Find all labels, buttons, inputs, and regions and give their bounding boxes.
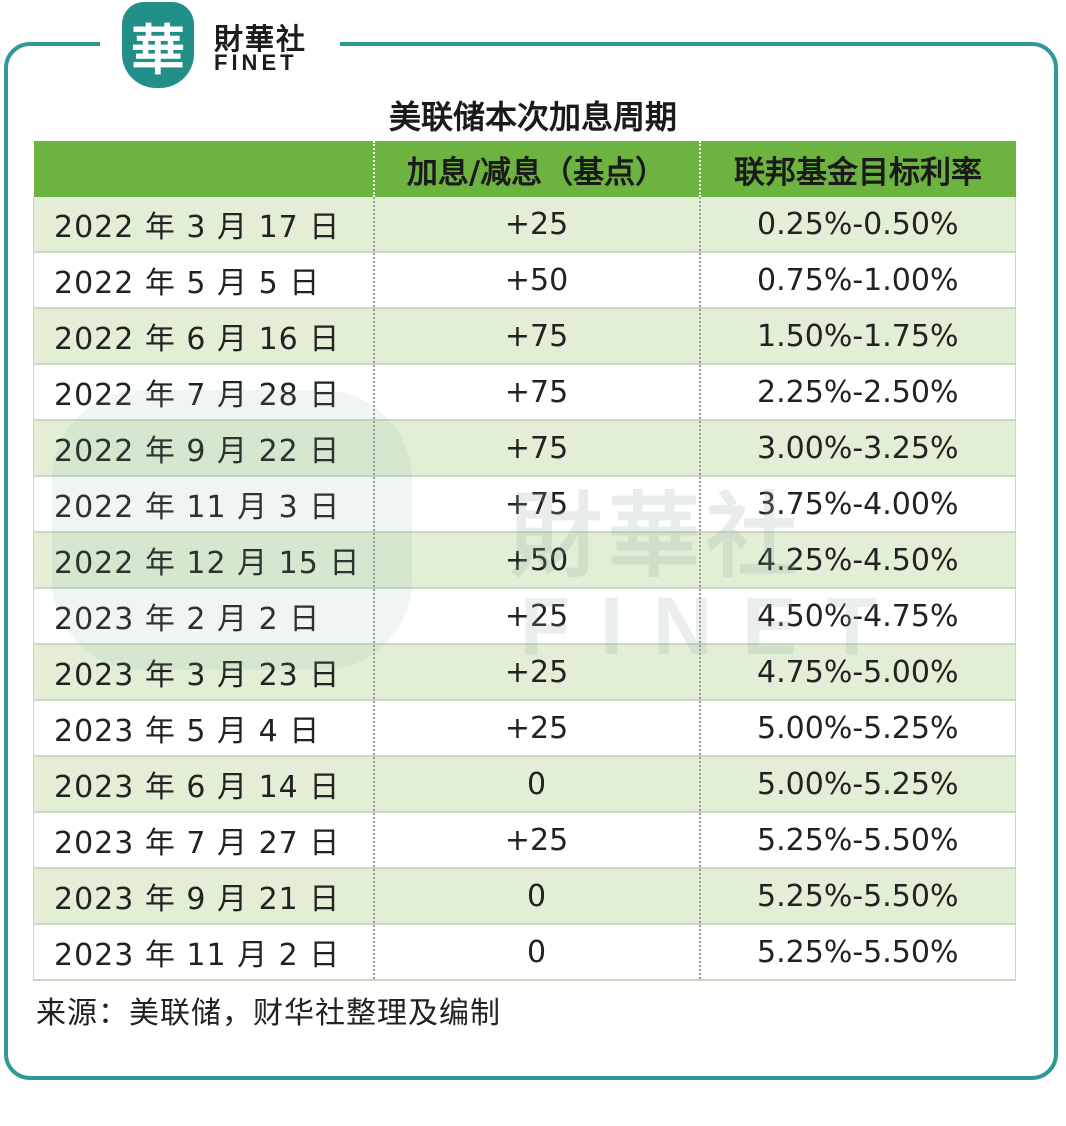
cell-change-bp: +25 xyxy=(373,644,701,701)
cell-date: 2022 年 6 月 16 日 xyxy=(33,308,375,365)
cell-date: 2022 年 3 月 17 日 xyxy=(33,197,375,253)
cell-target-rate: 5.25%-5.50% xyxy=(699,868,1016,925)
cell-change-bp: +25 xyxy=(373,812,701,869)
cell-change-bp: +75 xyxy=(373,420,701,477)
cell-change-bp: +25 xyxy=(373,700,701,757)
cell-date: 2023 年 11 月 2 日 xyxy=(33,924,375,981)
cell-target-rate: 3.75%-4.00% xyxy=(699,476,1016,533)
cell-date: 2022 年 9 月 22 日 xyxy=(33,420,375,477)
cell-change-bp: +75 xyxy=(373,364,701,421)
cell-date: 2022 年 7 月 28 日 xyxy=(33,364,375,421)
table-body: 2022 年 3 月 17 日 +25 0.25%-0.50% 2022 年 5 月 … xyxy=(33,197,1016,981)
cell-change-bp: +25 xyxy=(373,588,701,645)
table-row: 2022 年 3 月 17 日 +25 0.25%-0.50% xyxy=(33,197,1016,253)
cell-date: 2023 年 5 月 4 日 xyxy=(33,700,375,757)
table-row: 2023 年 11 月 2 日 0 5.25%-5.50% xyxy=(33,924,1016,981)
rate-hike-table: 加息/减息（基点） 联邦基金目标利率 2022 年 3 月 17 日 +25 0.2… xyxy=(33,141,1016,981)
cell-target-rate: 5.00%-5.25% xyxy=(699,756,1016,813)
cell-target-rate: 5.00%-5.25% xyxy=(699,700,1016,757)
cell-target-rate: 0.25%-0.50% xyxy=(699,197,1016,253)
table-row: 2023 年 2 月 2 日 +25 4.50%-4.75% xyxy=(33,588,1016,645)
header-date xyxy=(33,141,375,197)
table-row: 2022 年 12 月 15 日 +50 4.25%-4.50% xyxy=(33,532,1016,589)
table-row: 2022 年 6 月 16 日 +75 1.50%-1.75% xyxy=(33,308,1016,365)
brand-name-en: FINET xyxy=(214,50,298,75)
table-row: 2022 年 5 月 5 日 +50 0.75%-1.00% xyxy=(33,252,1016,309)
cell-date: 2022 年 12 月 15 日 xyxy=(33,532,375,589)
cell-target-rate: 3.00%-3.25% xyxy=(699,420,1016,477)
cell-date: 2023 年 6 月 14 日 xyxy=(33,756,375,813)
cell-date: 2023 年 9 月 21 日 xyxy=(33,868,375,925)
table-row: 2023 年 7 月 27 日 +25 5.25%-5.50% xyxy=(33,812,1016,869)
cell-change-bp: 0 xyxy=(373,924,701,981)
cell-change-bp: +75 xyxy=(373,476,701,533)
source-note: 来源：美联储，财华社整理及编制 xyxy=(36,996,501,1031)
cell-change-bp: 0 xyxy=(373,868,701,925)
table-row: 2023 年 5 月 4 日 +25 5.00%-5.25% xyxy=(33,700,1016,757)
brand-name-cn: 財華社 xyxy=(214,22,308,56)
table-row: 2023 年 9 月 21 日 0 5.25%-5.50% xyxy=(33,868,1016,925)
cell-change-bp: +50 xyxy=(373,532,701,589)
cell-change-bp: +75 xyxy=(373,308,701,365)
cell-date: 2023 年 3 月 23 日 xyxy=(33,644,375,701)
finet-logo-icon: 華 xyxy=(122,2,194,88)
header-change-bp: 加息/减息（基点） xyxy=(373,141,701,197)
cell-target-rate: 4.75%-5.00% xyxy=(699,644,1016,701)
table-row: 2022 年 11 月 3 日 +75 3.75%-4.00% xyxy=(33,476,1016,533)
cell-change-bp: +50 xyxy=(373,252,701,309)
header-target-rate: 联邦基金目标利率 xyxy=(699,141,1016,197)
cell-date: 2023 年 2 月 2 日 xyxy=(33,588,375,645)
cell-target-rate: 0.75%-1.00% xyxy=(699,252,1016,309)
page-title: 美联储本次加息周期 xyxy=(388,98,677,136)
table-header-row: 加息/减息（基点） 联邦基金目标利率 xyxy=(33,141,1016,197)
cell-change-bp: +25 xyxy=(373,197,701,253)
cell-date: 2023 年 7 月 27 日 xyxy=(33,812,375,869)
table-row: 2022 年 9 月 22 日 +75 3.00%-3.25% xyxy=(33,420,1016,477)
cell-change-bp: 0 xyxy=(373,756,701,813)
cell-target-rate: 2.25%-2.50% xyxy=(699,364,1016,421)
table-row: 2023 年 6 月 14 日 0 5.00%-5.25% xyxy=(33,756,1016,813)
table-row: 2022 年 7 月 28 日 +75 2.25%-2.50% xyxy=(33,364,1016,421)
cell-target-rate: 1.50%-1.75% xyxy=(699,308,1016,365)
cell-target-rate: 4.25%-4.50% xyxy=(699,532,1016,589)
cell-target-rate: 5.25%-5.50% xyxy=(699,924,1016,981)
cell-target-rate: 4.50%-4.75% xyxy=(699,588,1016,645)
cell-date: 2022 年 11 月 3 日 xyxy=(33,476,375,533)
cell-date: 2022 年 5 月 5 日 xyxy=(33,252,375,309)
cell-target-rate: 5.25%-5.50% xyxy=(699,812,1016,869)
table-row: 2023 年 3 月 23 日 +25 4.75%-5.00% xyxy=(33,644,1016,701)
